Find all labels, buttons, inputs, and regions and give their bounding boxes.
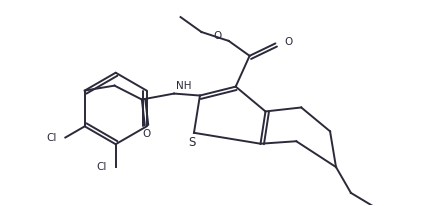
Text: O: O <box>213 31 222 41</box>
Text: S: S <box>188 136 195 149</box>
Text: Cl: Cl <box>46 132 57 143</box>
Text: NH: NH <box>176 81 192 91</box>
Text: O: O <box>284 37 292 47</box>
Text: Cl: Cl <box>96 162 107 172</box>
Text: O: O <box>143 129 151 139</box>
